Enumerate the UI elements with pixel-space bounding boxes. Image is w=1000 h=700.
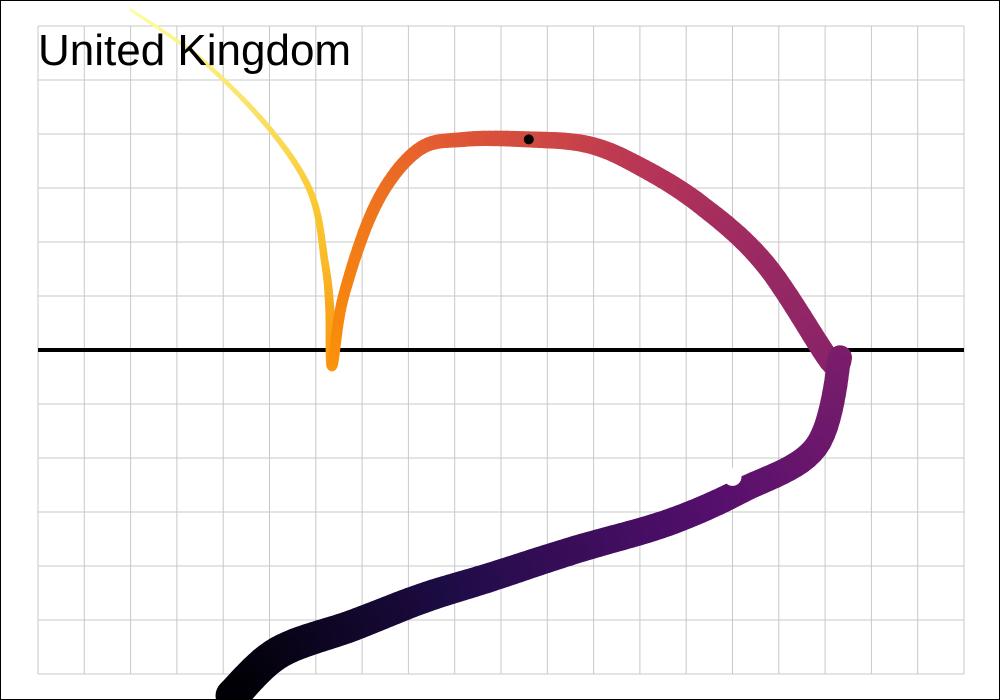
point-markers (523, 134, 742, 486)
data-point-marker (523, 134, 534, 145)
trajectory-segment (215, 676, 252, 699)
chart-title: United Kingdom (38, 26, 352, 75)
data-point-marker (723, 467, 742, 486)
trajectory-path (129, 8, 852, 699)
